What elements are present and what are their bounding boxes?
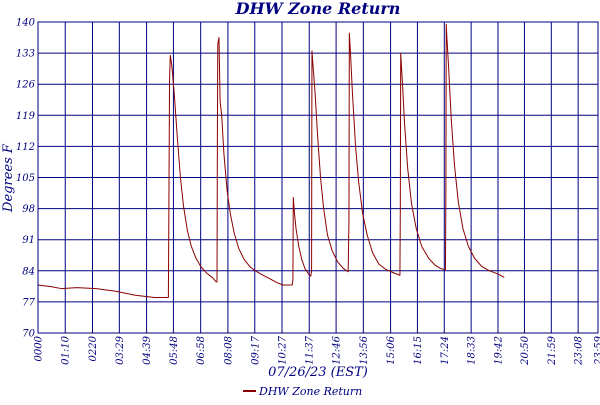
x-tick-label: 04:39: [142, 335, 153, 364]
x-tick-label: 18:33: [467, 336, 478, 365]
x-tick-label: 05:48: [169, 336, 180, 365]
y-tick-label: 126: [16, 80, 36, 91]
x-tick-label: 03:29: [115, 335, 126, 364]
y-tick-label: 91: [22, 235, 35, 246]
x-tick-label: 12:46: [332, 335, 343, 364]
series-line: [38, 24, 504, 297]
x-tick-label: 13:56: [359, 335, 370, 364]
y-tick-label: 105: [16, 173, 35, 184]
legend: DHW Zone Return: [243, 385, 362, 398]
x-tick-label: 15:06: [386, 335, 397, 364]
x-tick-label: 17:24: [440, 336, 451, 365]
x-tick-label: 21:59: [547, 335, 558, 365]
x-tick-label: 19:42: [493, 336, 504, 365]
x-tick-label: 0000: [34, 335, 45, 361]
y-tick-label: 133: [16, 49, 35, 60]
x-tick-label: 06:58: [196, 336, 207, 365]
x-axis-label: 07/26/23 (EST): [268, 365, 368, 380]
y-tick-label: 98: [22, 204, 35, 215]
series-layer: [38, 24, 504, 297]
x-tick-label: 23:59: [594, 335, 600, 365]
x-tick-labels: 0000 01:10 0220 03:29 04:39 05:48 06:58 08:08 09…: [34, 335, 600, 365]
x-tick-label: 01:10: [61, 335, 72, 364]
grid: [38, 22, 598, 333]
x-tick-label: 08:08: [223, 336, 234, 365]
x-tick-label: 23:08: [574, 336, 585, 366]
x-tick-label: 09:17: [250, 335, 261, 364]
x-tick-label: 10:27: [278, 335, 289, 364]
y-tick-label: 140: [16, 18, 36, 29]
x-tick-label: 20:50: [520, 335, 531, 365]
x-tick-label: 0220: [88, 335, 99, 361]
y-tick-label: 112: [16, 142, 35, 153]
chart-title: DHW Zone Return: [235, 0, 401, 18]
y-tick-label: 77: [22, 297, 35, 308]
x-tick-label: 11:37: [305, 335, 316, 364]
legend-label: DHW Zone Return: [258, 385, 362, 398]
y-tick-label: 119: [16, 111, 36, 122]
x-tick-label: 16:15: [413, 336, 424, 365]
y-tick-label: 84: [22, 266, 35, 277]
y-axis-label: Degrees F: [1, 143, 16, 213]
